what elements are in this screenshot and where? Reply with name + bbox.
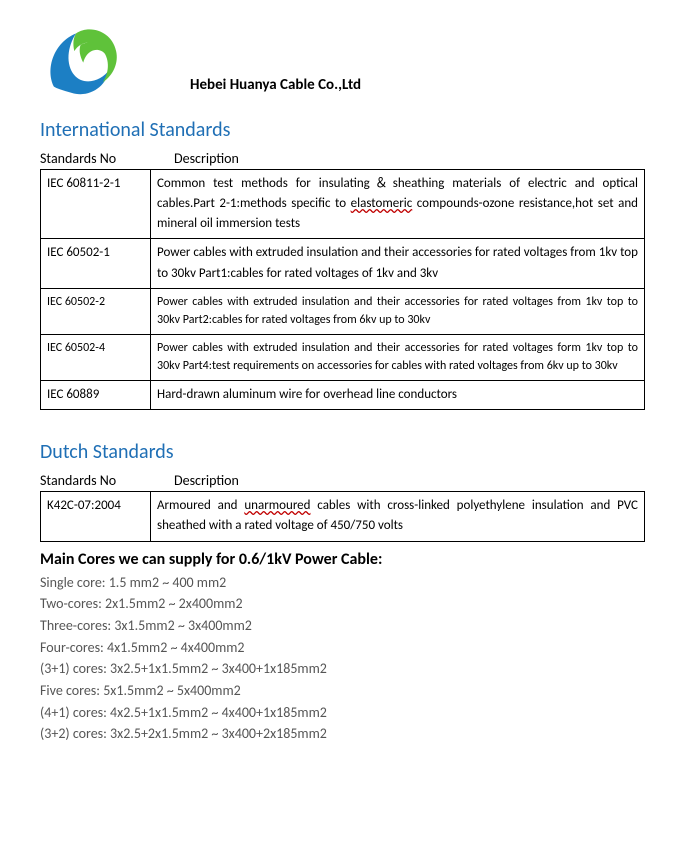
- cell-description: Armoured and unarmoured cables with cros…: [151, 492, 645, 541]
- table-headers: Standards No Description: [40, 150, 645, 167]
- col-header-desc: Description: [150, 472, 239, 489]
- table-row: IEC 60502-4Power cables with extruded in…: [41, 334, 645, 380]
- cores-list: Single core: 1.5 mm2 ~ 400 mm2Two-cores:…: [40, 572, 645, 746]
- table-row: IEC 60811-2-1Common test methods for ins…: [41, 170, 645, 239]
- section-title-dutch: Dutch Standards: [40, 440, 645, 464]
- company-name: Hebei Huanya Cable Co.,Ltd: [190, 76, 361, 100]
- spellcheck-underline: unarmoured: [244, 498, 310, 513]
- cores-line: Five cores: 5x1.5mm2 ~ 5x400mm2: [40, 680, 645, 702]
- table-row: IEC 60889Hard-drawn aluminum wire for ov…: [41, 381, 645, 410]
- cell-standard-no: IEC 60889: [41, 381, 151, 410]
- cores-line: (3+2) cores: 3x2.5+2x1.5mm2 ~ 3x400+2x18…: [40, 723, 645, 745]
- cell-description: Power cables with extruded insulation an…: [151, 239, 645, 288]
- dutch-standards-table: K42C-07:2004Armoured and unarmoured cabl…: [40, 491, 645, 541]
- col-header-desc: Description: [150, 150, 239, 167]
- cores-line: Two-cores: 2x1.5mm2 ~ 2x400mm2: [40, 593, 645, 615]
- cores-line: (4+1) cores: 4x2.5+1x1.5mm2 ~ 4x400+1x18…: [40, 702, 645, 724]
- cell-standard-no: IEC 60502-4: [41, 334, 151, 380]
- col-header-no: Standards No: [40, 472, 150, 489]
- cores-line: Four-cores: 4x1.5mm2 ~ 4x400mm2: [40, 637, 645, 659]
- table-headers: Standards No Description: [40, 472, 645, 489]
- table-row: K42C-07:2004Armoured and unarmoured cabl…: [41, 492, 645, 541]
- cell-standard-no: K42C-07:2004: [41, 492, 151, 541]
- cell-description: Power cables with extruded insulation an…: [151, 288, 645, 334]
- section-title-international: International Standards: [40, 118, 645, 142]
- table-row: IEC 60502-2Power cables with extruded in…: [41, 288, 645, 334]
- table-row: IEC 60502-1Power cables with extruded in…: [41, 239, 645, 288]
- cell-description: Common test methods for insulating＆sheat…: [151, 170, 645, 239]
- cell-standard-no: IEC 60502-1: [41, 239, 151, 288]
- cell-description: Hard-drawn aluminum wire for overhead li…: [151, 381, 645, 410]
- cell-description: Power cables with extruded insulation an…: [151, 334, 645, 380]
- cores-line: Three-cores: 3x1.5mm2 ~ 3x400mm2: [40, 615, 645, 637]
- cores-line: (3+1) cores: 3x2.5+1x1.5mm2 ~ 3x400+1x18…: [40, 658, 645, 680]
- spellcheck-underline: elastomeric: [351, 196, 413, 211]
- main-cores-title: Main Cores we can supply for 0.6/1kV Pow…: [40, 548, 645, 572]
- cell-standard-no: IEC 60502-2: [41, 288, 151, 334]
- international-standards-table: IEC 60811-2-1Common test methods for ins…: [40, 169, 645, 410]
- cores-line: Single core: 1.5 mm2 ~ 400 mm2: [40, 572, 645, 594]
- cell-standard-no: IEC 60811-2-1: [41, 170, 151, 239]
- col-header-no: Standards No: [40, 150, 150, 167]
- header: Hebei Huanya Cable Co.,Ltd: [40, 20, 645, 100]
- company-logo-icon: [40, 20, 130, 100]
